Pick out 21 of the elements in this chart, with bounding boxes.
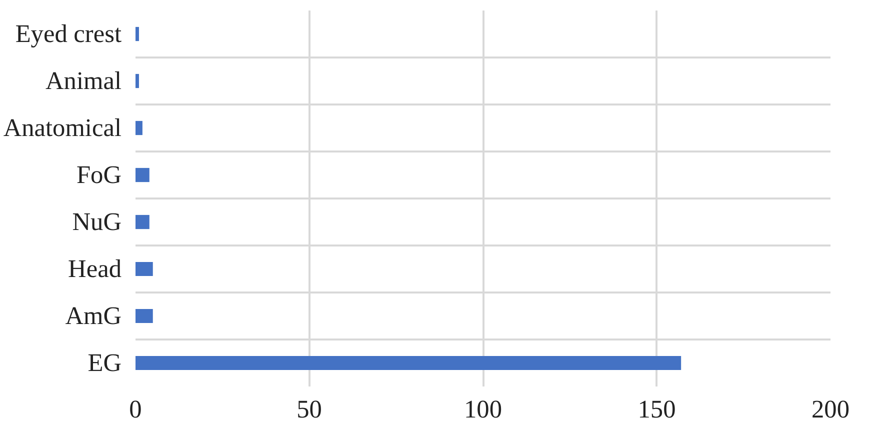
x-tick-label: 100 bbox=[464, 396, 502, 424]
y-tick-label: Anatomical bbox=[3, 114, 122, 142]
y-tick-label: Eyed crest bbox=[15, 20, 122, 48]
y-tick-label: FoG bbox=[76, 161, 122, 189]
y-tick-label: EG bbox=[88, 349, 122, 377]
bar bbox=[136, 74, 139, 88]
x-tick-label: 150 bbox=[638, 396, 676, 424]
x-tick-label: 200 bbox=[812, 396, 850, 424]
bar bbox=[136, 120, 142, 136]
x-tick-label: 50 bbox=[296, 396, 322, 424]
bar bbox=[136, 168, 150, 182]
bar bbox=[136, 356, 682, 370]
y-tick-label: NuG bbox=[72, 208, 122, 236]
y-tick-label: Head bbox=[68, 255, 122, 283]
x-tick-label: 0 bbox=[129, 396, 142, 424]
bar bbox=[136, 308, 153, 324]
y-tick-label: AmG bbox=[65, 302, 122, 330]
y-tick-label: Animal bbox=[46, 67, 122, 95]
bar bbox=[136, 214, 150, 230]
bar bbox=[136, 262, 153, 276]
bar bbox=[136, 26, 139, 42]
